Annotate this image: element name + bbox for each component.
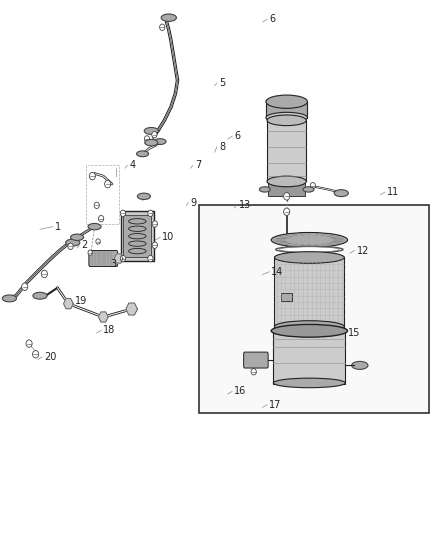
FancyBboxPatch shape [244,352,268,368]
Text: 18: 18 [103,325,116,335]
Ellipse shape [71,234,84,240]
Ellipse shape [334,190,348,197]
Circle shape [21,283,28,290]
Text: 5: 5 [219,78,225,88]
Ellipse shape [273,378,346,387]
Bar [267,120,306,181]
Ellipse shape [2,295,17,302]
Text: 7: 7 [195,160,201,171]
Text: 4: 4 [130,160,136,171]
Text: 10: 10 [162,232,174,243]
Polygon shape [126,303,138,315]
Ellipse shape [271,232,348,247]
Text: 19: 19 [75,296,87,306]
Ellipse shape [271,325,348,337]
Circle shape [284,192,290,200]
Circle shape [120,255,126,262]
Text: 11: 11 [387,187,399,197]
Ellipse shape [303,187,314,192]
Bar [268,183,305,196]
Circle shape [32,351,39,358]
Circle shape [159,24,165,30]
Ellipse shape [275,252,344,263]
Text: 8: 8 [219,142,225,152]
Bar [275,257,344,327]
Circle shape [89,172,95,180]
Circle shape [88,250,92,255]
Ellipse shape [137,151,148,157]
Bar [199,205,428,413]
Circle shape [152,132,157,138]
Bar [266,102,307,118]
Ellipse shape [266,95,307,108]
Text: 12: 12 [357,246,369,255]
Ellipse shape [145,140,158,146]
Text: 20: 20 [44,352,57,362]
Circle shape [26,340,32,348]
FancyBboxPatch shape [123,215,151,257]
Text: 17: 17 [269,400,282,410]
Polygon shape [99,312,108,322]
Text: 6: 6 [269,14,276,25]
Circle shape [94,202,99,208]
Text: 9: 9 [191,198,197,208]
Ellipse shape [66,239,80,246]
Circle shape [251,368,256,375]
Polygon shape [114,254,123,263]
Circle shape [152,242,157,248]
Ellipse shape [144,127,159,134]
Ellipse shape [267,176,306,187]
Circle shape [68,243,73,249]
Circle shape [41,270,47,278]
Ellipse shape [352,361,368,369]
Circle shape [99,215,104,222]
Ellipse shape [266,112,307,123]
Circle shape [284,208,290,215]
Text: 6: 6 [234,131,240,141]
Circle shape [148,255,153,262]
Circle shape [105,180,111,188]
Circle shape [310,182,315,189]
Polygon shape [64,298,73,309]
FancyBboxPatch shape [89,251,118,266]
Bar [273,331,346,384]
Ellipse shape [161,14,177,21]
Circle shape [96,239,100,244]
Text: 16: 16 [234,386,247,397]
Text: 13: 13 [239,200,251,211]
Ellipse shape [276,246,343,253]
Ellipse shape [259,187,270,192]
Circle shape [145,136,150,142]
Circle shape [148,210,153,216]
Ellipse shape [275,321,344,333]
FancyBboxPatch shape [121,211,153,261]
Ellipse shape [138,193,150,199]
Text: 14: 14 [272,267,284,277]
Ellipse shape [154,139,166,144]
Bar [86,165,119,224]
Ellipse shape [88,223,101,230]
Text: 15: 15 [348,328,360,338]
Ellipse shape [33,292,47,299]
Text: 3: 3 [110,259,116,269]
Text: 1: 1 [55,222,61,232]
Text: 2: 2 [81,240,88,250]
Circle shape [120,210,126,216]
Bar [282,293,292,301]
Circle shape [152,221,157,227]
Ellipse shape [267,115,306,126]
